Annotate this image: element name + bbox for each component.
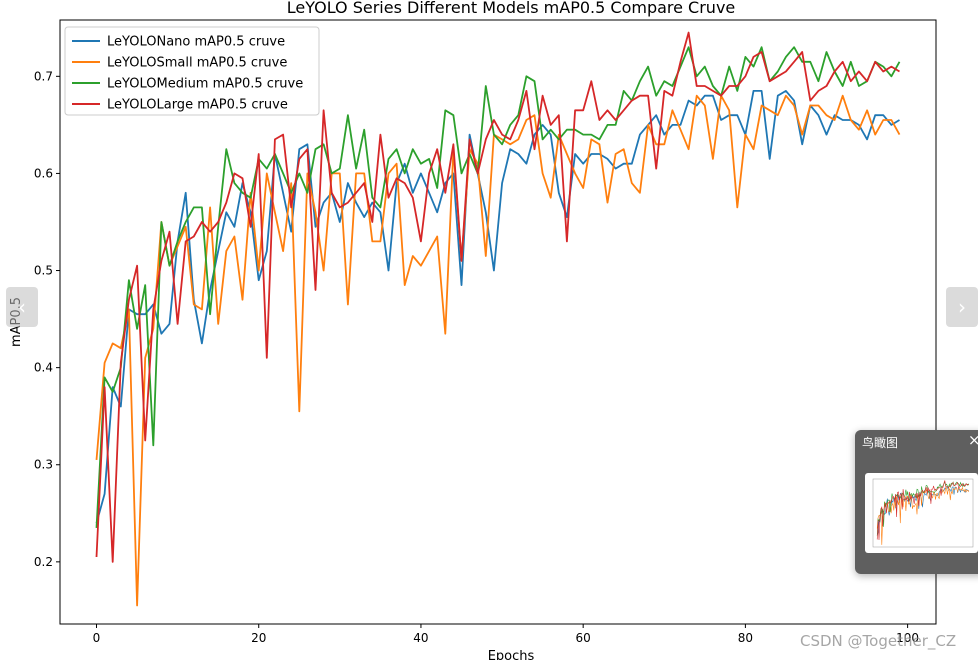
y-tick-label: 0.6 [34,166,53,180]
legend: LeYOLONano mAP0.5 cruve LeYOLOSmall mAP0.… [64,26,320,116]
thumb-series-2 [876,486,970,545]
x-tick-label: 0 [93,631,101,645]
series-group [95,31,901,607]
y-tick-label: 0.2 [34,555,53,569]
x-axis: 0 20 40 60 80 100 [93,624,919,645]
y-tick-label: 0.7 [34,69,53,83]
close-icon[interactable]: × [968,431,978,449]
x-tick-label: 80 [738,631,753,645]
x-tick-label: 40 [413,631,428,645]
x-tick-label: 100 [896,631,919,645]
y-tick-label: 0.3 [34,458,53,472]
chart-title: LeYOLO Series Different Models mAP0.5 Co… [287,0,736,17]
minimap-thumbnail[interactable] [865,473,978,553]
plot-frame [59,19,937,625]
legend-label-1: LeYOLONano mAP0.5 cruve [107,35,285,50]
minimap-panel[interactable]: 鸟瞰图 × [855,430,978,574]
legend-box [64,26,320,116]
x-tick-label: 20 [251,631,266,645]
x-axis-label: Epochs [488,649,535,660]
previous-image-button[interactable]: ‹ [6,287,38,327]
series-line-2 [95,94,901,607]
legend-label-2: LeYOLOSmall mAP0.5 cruve [107,56,287,71]
y-axis: 0.2 0.3 0.4 0.5 0.6 0.7 [34,69,60,569]
series-line-1 [95,90,900,524]
legend-label-4: LeYOLOLarge mAP0.5 cruve [107,98,288,113]
watermark: CSDN @Together_CZ [800,632,957,650]
next-image-button[interactable]: › [946,287,978,327]
thumb-frame [872,478,974,548]
minimap-title: 鸟瞰图 [862,436,899,450]
legend-label-3: LeYOLOMedium mAP0.5 cruve [107,77,303,92]
minimap-chart-thumbnail [872,478,974,548]
chevron-right-icon: › [958,295,966,319]
y-tick-label: 0.4 [34,361,53,375]
thumb-series-4 [876,480,969,541]
x-tick-label: 60 [576,631,591,645]
y-tick-label: 0.5 [34,264,53,278]
thumb-series-1 [876,486,969,536]
chevron-left-icon: ‹ [18,295,26,319]
series-line-4 [95,31,900,563]
